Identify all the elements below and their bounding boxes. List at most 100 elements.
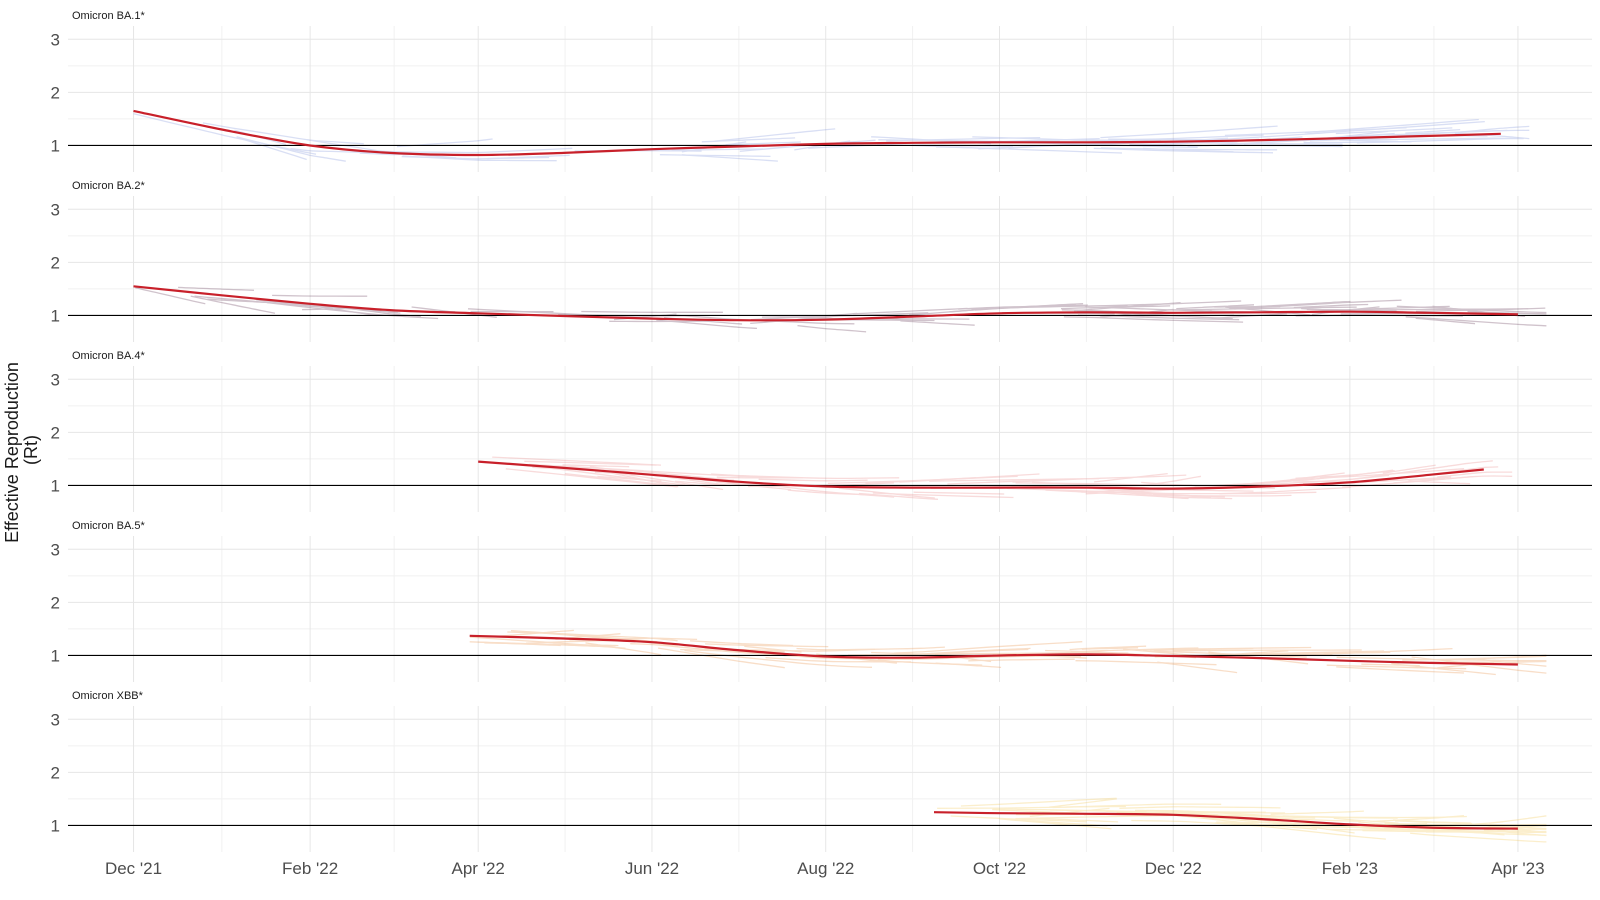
ensemble-line	[256, 299, 398, 314]
ensemble-line	[1343, 137, 1524, 141]
ensemble-line	[681, 154, 778, 162]
ensemble-line	[992, 808, 1147, 813]
ensemble-line	[1483, 829, 1547, 837]
ensemble-line	[1142, 491, 1317, 495]
ensemble-line	[1489, 815, 1547, 825]
ensemble-line	[935, 146, 1123, 154]
ensemble-line	[1333, 817, 1399, 824]
ensemble-line	[1361, 663, 1420, 667]
ensemble-line	[505, 468, 677, 488]
ensemble-line	[1409, 129, 1530, 135]
trend-line	[933, 811, 1518, 830]
ensemble-line	[1408, 480, 1471, 485]
ensemble-line	[552, 643, 619, 647]
ensemble-line	[630, 643, 787, 657]
x-tick-label: Feb '22	[282, 859, 338, 878]
panel-title: Omicron BA.4*	[72, 350, 145, 362]
ensemble-line	[765, 657, 912, 663]
ensemble-line	[1153, 494, 1292, 497]
ensemble-line	[585, 642, 662, 656]
ensemble-line	[1384, 827, 1475, 833]
ensemble-line	[178, 286, 255, 291]
ensemble-line	[827, 475, 1018, 485]
x-tick-label: Dec '21	[105, 859, 162, 878]
ensemble-line	[1121, 810, 1266, 814]
y-tick-label: 1	[51, 306, 60, 325]
ensemble-line	[684, 649, 873, 668]
ensemble-line	[1224, 127, 1407, 137]
ensemble-line	[1358, 821, 1505, 836]
trend-line	[478, 460, 1484, 490]
ensemble-line	[602, 467, 785, 479]
y-tick-label: 1	[51, 476, 60, 495]
ensemble-line	[1142, 147, 1234, 153]
ensemble-line	[1437, 471, 1513, 478]
trend-line	[469, 634, 1518, 666]
ensemble-line	[929, 477, 1100, 482]
ensemble-line	[900, 320, 975, 326]
ensemble-line	[1234, 299, 1402, 310]
ensemble-line	[949, 303, 1084, 313]
ensemble-line	[913, 491, 1005, 495]
ensemble-line	[1238, 300, 1351, 309]
panel-title: Omicron BA.2*	[72, 180, 145, 192]
ensemble-line	[659, 154, 771, 158]
ensemble-line	[1467, 310, 1547, 315]
ensemble-line	[133, 113, 317, 155]
ensemble-line	[1009, 819, 1108, 827]
y-tick-label: 2	[51, 83, 60, 102]
y-tick-label: 1	[51, 646, 60, 665]
ensemble-line	[1168, 306, 1357, 311]
ensemble-line	[690, 640, 794, 647]
ensemble-line	[1415, 307, 1546, 313]
ensemble-line	[1035, 817, 1119, 823]
ensemble-line	[467, 308, 642, 319]
ensemble-line	[858, 492, 939, 500]
panel-4: Omicron BA.5* 1 2 3	[51, 520, 1592, 682]
ensemble-line	[1477, 658, 1547, 667]
ensemble-line	[1074, 301, 1181, 312]
ensemble-line	[207, 298, 265, 304]
ensemble-line	[1225, 814, 1316, 819]
ensemble-line	[1049, 798, 1117, 808]
x-axis: Dec '21 Feb '22 Apr '22 Jun '22 Aug '22 Oct '…	[105, 859, 1545, 878]
ensemble-line	[1143, 646, 1312, 651]
ensemble-line	[758, 478, 868, 482]
ensemble-line	[1070, 647, 1199, 653]
ensemble-line	[1081, 647, 1139, 650]
ensemble-line	[1100, 147, 1278, 151]
ensemble-line	[1304, 118, 1479, 134]
ensemble-line	[401, 155, 550, 160]
panel-title: Omicron BA.5*	[72, 520, 145, 532]
ensemble-line	[1445, 654, 1547, 661]
ensemble-line	[272, 294, 368, 297]
ensemble-line	[510, 629, 658, 643]
ensemble-line	[1029, 807, 1110, 818]
ensemble-line	[562, 464, 630, 468]
ensemble-line	[1357, 129, 1508, 137]
ensemble-line	[1225, 306, 1311, 316]
x-tick-label: Jun '22	[625, 859, 679, 878]
ensemble-line	[1445, 658, 1547, 662]
ensemble-line	[1171, 814, 1260, 826]
ensemble-line	[1488, 825, 1547, 828]
ensemble-line	[1219, 476, 1315, 487]
ensemble-line	[1143, 475, 1202, 487]
ensemble-line	[1092, 487, 1225, 498]
ensemble-line	[1306, 120, 1485, 135]
ensemble-line	[1131, 819, 1228, 825]
ensemble-line	[871, 651, 1010, 655]
ensemble-line	[658, 647, 785, 669]
y-tick-label: 2	[51, 593, 60, 612]
ensemble-line	[971, 305, 1128, 310]
ensemble-lines	[492, 456, 1513, 500]
ensemble-line	[239, 137, 307, 161]
ensemble-line	[492, 456, 662, 466]
ensemble-line	[1153, 647, 1254, 652]
ensemble-line	[564, 472, 675, 487]
ensemble-line	[469, 636, 626, 649]
panel-3: Omicron BA.4* 1 2 3	[51, 350, 1592, 512]
trend-line	[133, 109, 1501, 157]
ensemble-line	[950, 815, 1087, 823]
